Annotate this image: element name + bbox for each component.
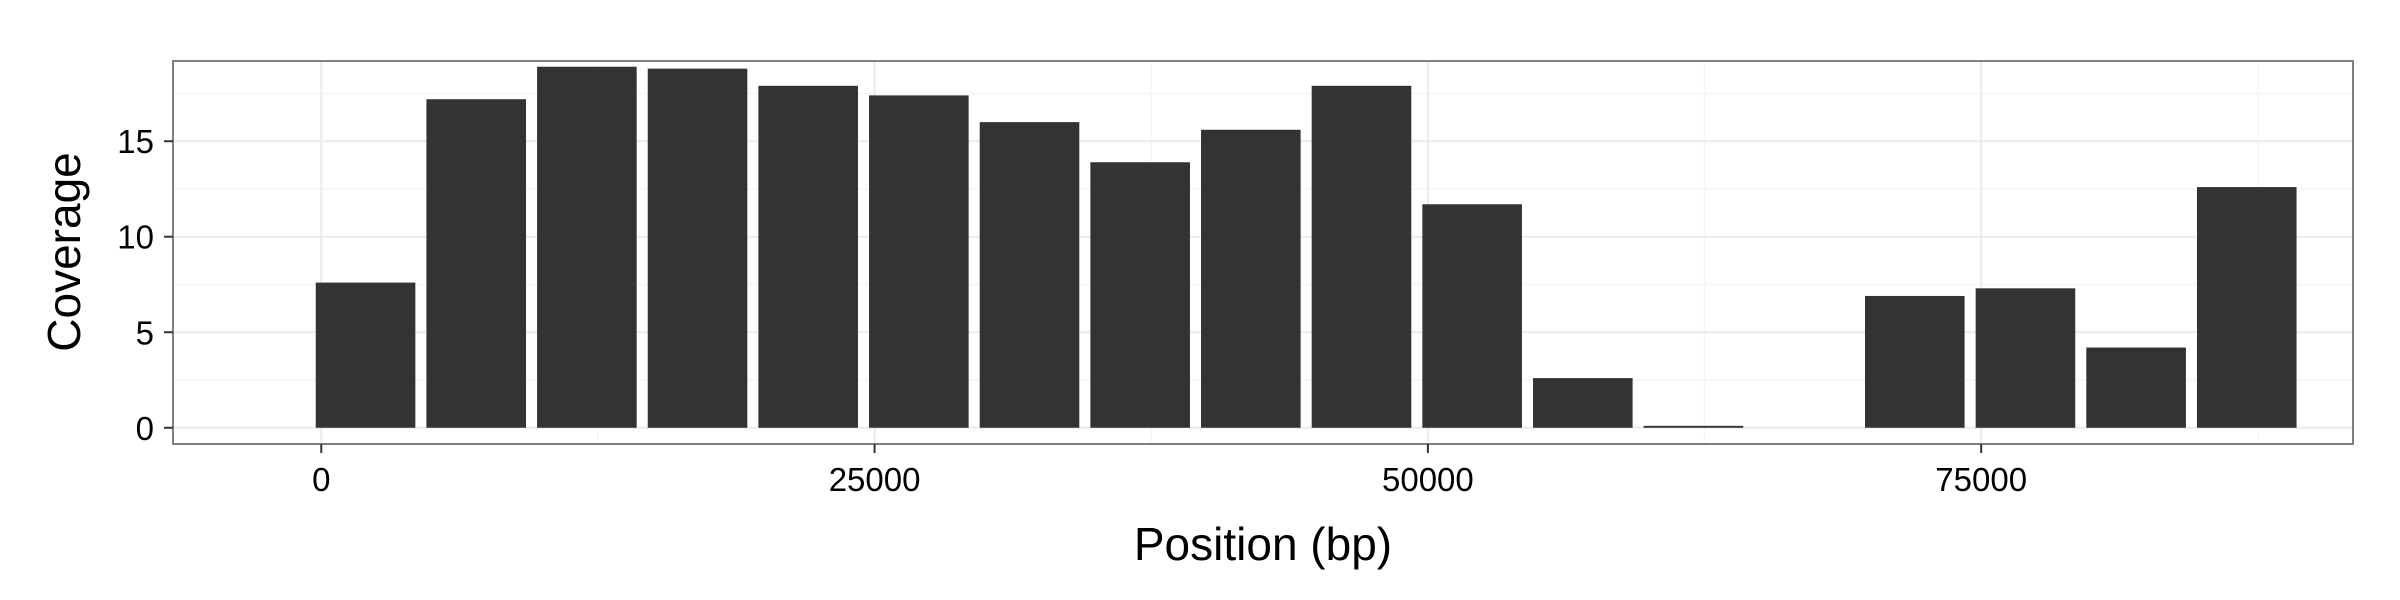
bar xyxy=(1975,288,2076,428)
bar xyxy=(537,66,637,428)
bar xyxy=(315,282,416,428)
bar xyxy=(1422,204,1522,428)
bar xyxy=(979,122,1080,428)
x-axis-title: Position (bp) xyxy=(1134,518,1392,570)
bar xyxy=(1201,129,1301,428)
x-tick-label: 25000 xyxy=(829,461,921,498)
y-axis-title: Coverage xyxy=(38,152,90,351)
bar-series xyxy=(315,66,2297,428)
bar xyxy=(2196,187,2297,428)
bar xyxy=(1864,295,1965,428)
bar xyxy=(1643,425,1744,428)
x-tick-label: 75000 xyxy=(1935,461,2027,498)
bar xyxy=(426,99,527,428)
bar xyxy=(1311,85,1412,428)
y-tick-label: 15 xyxy=(117,123,154,160)
bar xyxy=(1090,162,1190,428)
y-tick-label: 5 xyxy=(136,314,154,351)
bar xyxy=(758,85,858,428)
plot-panel-border xyxy=(172,60,2354,445)
bar xyxy=(2086,347,2186,428)
y-axis: 0 5 10 15 xyxy=(117,123,173,447)
x-tick-label: 0 xyxy=(312,461,330,498)
bar xyxy=(647,68,748,428)
x-axis: 0 25000 50000 75000 xyxy=(312,444,2027,498)
y-tick-label: 10 xyxy=(117,219,154,256)
y-tick-label: 0 xyxy=(136,410,154,447)
x-tick-label: 50000 xyxy=(1382,461,1474,498)
bar xyxy=(869,95,969,428)
bar xyxy=(1533,378,1633,428)
